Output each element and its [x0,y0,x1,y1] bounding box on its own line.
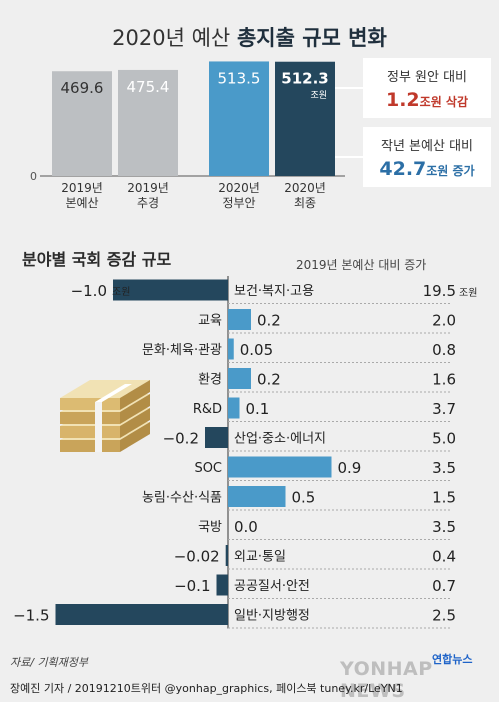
source-note: 자료/ 기획재정부 [10,656,89,669]
callout-cut-number: 1.2 [385,89,420,111]
yoy-value-2: 0.8 [432,341,456,359]
hbar-category-0: 보건·복지·고용 [234,284,314,299]
bill-side-1 [120,408,150,438]
hbar-category-6: SOC [194,461,222,476]
yoy-value-10: 0.7 [432,577,456,595]
hbar-7 [228,486,286,507]
hbar-6 [228,456,332,478]
bar-value-3: 512.3 [281,70,328,88]
hbar-value-7: 0.5 [292,489,316,507]
callout-increase-caption: 작년 본예산 대비 [381,139,473,154]
hbar-value-9: −0.02 [174,548,220,566]
hbar-value-1: 0.2 [257,312,281,330]
callout-cut-value: 1.2조원 삭감 [363,89,491,111]
hbar-1 [228,309,251,330]
bar-value-1: 475.4 [127,78,170,96]
hbar-value-5: −0.2 [163,430,199,448]
hbar-value-2: 0.05 [240,341,273,359]
hbar-value-6: 0.9 [338,459,362,477]
yoy-value-0: 19.5 [423,282,456,300]
yoy-value-4: 3.7 [432,400,456,418]
bar-2 [209,61,269,177]
hbar-category-7: 농림·수산·식품 [142,491,222,506]
callout-increase: 작년 본예산 대비 42.7조원 증가 [363,127,491,187]
hbar-9 [225,545,228,566]
hbar-0 [113,279,228,301]
hbar-value-11: −1.5 [13,607,49,625]
hbar-value-8: 0.0 [234,518,258,536]
hbar-category-2: 문화·체육·관광 [142,343,222,358]
yoy-value-5: 5.0 [432,430,456,448]
x-tick-label-3-b: 최종 [294,196,316,210]
hbar-5 [205,427,228,448]
x-tick-label-1-b: 추경 [137,196,159,210]
yoy-unit-label: 조원 [459,287,477,299]
watermark: YONHAP NEWS [340,658,433,702]
yoy-value-9: 0.4 [432,548,456,566]
yoy-value-3: 1.6 [432,371,456,389]
bar-value-2: 513.5 [218,69,261,87]
x-tick-label-2-b: 정부안 [222,196,255,210]
yoy-value-6: 3.5 [432,459,456,477]
yoy-value-8: 3.5 [432,518,456,536]
hbar-category-5: 산업·중소·에너지 [234,432,326,447]
title-light: 2020년 예산 [112,26,231,50]
band-front [95,402,102,452]
hbar-category-10: 공공질서·안전 [234,579,310,594]
section-title: 분야별 국회 증감 규모 [22,250,172,269]
hbar-category-4: R&D [193,402,222,417]
yoy-value-7: 1.5 [432,489,456,507]
hbar-value-10: −0.1 [174,577,210,595]
x-tick-label-0-a: 2019년 [61,181,103,195]
hbar-value-4: 0.1 [246,400,270,418]
yoy-value-1: 2.0 [432,312,456,330]
bill-side-2 [120,394,150,424]
band-top [95,384,132,402]
callout-increase-value: 42.7조원 증가 [363,158,491,180]
hbar-value-3: 0.2 [257,371,281,389]
y-axis-zero-label: 0 [30,170,37,183]
callout-increase-unit: 조원 증가 [426,164,475,178]
x-tick-label-0-b: 본예산 [65,196,98,210]
x-tick-label-3-a: 2020년 [284,181,326,195]
hbar-value-0: −1.0 [71,282,107,300]
bill-front-1 [60,426,120,438]
hbar-category-1: 교육 [198,314,222,329]
title-bold: 총지출 규모 변화 [236,26,387,50]
x-tick-label-1-a: 2019년 [127,181,169,195]
bar-value-0: 469.6 [61,79,104,97]
bar-3 [275,61,335,176]
bill-front-2 [60,412,120,424]
bar-unit-label: 조원 [310,90,327,101]
callout-cut-caption: 정부 원안 대비 [386,70,468,85]
bar-0 [52,71,112,176]
brand-logo: 연합뉴스 [432,653,473,666]
yoy-value-11: 2.5 [432,607,456,625]
bill-side-0 [120,422,150,452]
hbar-4 [228,397,240,419]
hbar-category-9: 외교·통일 [234,550,286,565]
callout-cut-unit: 조원 삭감 [419,95,468,109]
bill-front-0 [60,440,120,452]
hbar-3 [228,368,251,389]
hbar-category-11: 일반·지방행정 [234,608,310,624]
money-stack-illustration [60,380,150,452]
callout-increase-number: 42.7 [379,158,427,180]
bar-1 [118,69,178,176]
hbar-unit-label: 조원 [112,286,130,298]
hbar-11 [55,604,228,625]
credit-line: 장예진 기자 / 20191210트위터 @yonhap_graphics, 페… [10,682,403,695]
callout-cut: 정부 원안 대비 1.2조원 삭감 [363,58,491,118]
hbar-10 [216,574,228,596]
bill-side-3 [120,380,150,410]
x-tick-label-2-a: 2020년 [218,181,260,195]
page-title: 2020년 예산 총지출 규모 변화 [0,22,499,52]
hbar-2 [228,338,234,360]
hbar-category-8: 국방 [198,520,222,535]
hbar-category-3: 환경 [198,373,222,388]
right-column-header: 2019년 본예산 대비 증가 [296,258,427,272]
bill-front-3 [60,398,120,410]
